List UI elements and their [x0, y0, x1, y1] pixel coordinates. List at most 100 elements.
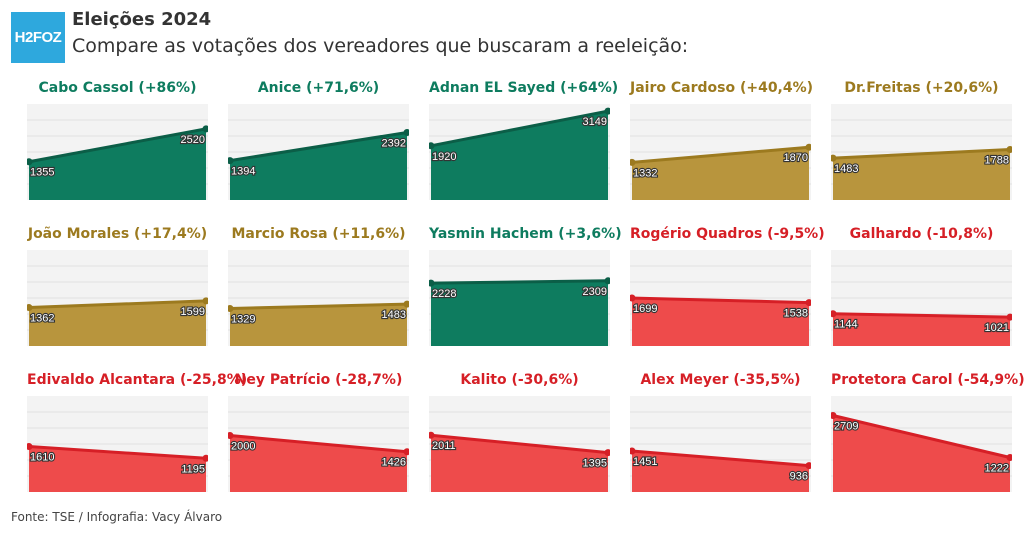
chart-panel-yasmin-hachem: Yasmin Hachem (+3,6%) 2228 2309 [429, 226, 622, 354]
chart-title: Cabo Cassol (+86%) [38, 80, 197, 96]
chart-title: Anice (+71,6%) [257, 80, 380, 96]
area-fill [230, 132, 407, 200]
data-point [27, 443, 33, 451]
series-line [832, 312, 1011, 319]
chart-plot: 1332 1870 [630, 104, 811, 200]
chart-plot: 2709 1222 [831, 396, 1012, 492]
data-label: 3149 [583, 116, 607, 128]
area-fill [230, 304, 407, 346]
area-fill [632, 451, 809, 492]
data-point [831, 310, 837, 318]
data-point [630, 447, 636, 455]
chart-title: Edivaldo Alcantara (-25,8%) [27, 372, 248, 388]
source-note: Fonte: TSE / Infografia: Vacy Álvaro [11, 510, 223, 524]
data-label: 2228 [432, 288, 456, 300]
data-label: 936 [790, 471, 808, 483]
chart-panel-marcio-rosa: Marcio Rosa (+11,6%) 1329 1483 [228, 226, 409, 354]
chart-panel-alex-meyer: Alex Meyer (-35,5%) 1451 936 [630, 372, 811, 500]
data-label: 1451 [633, 456, 657, 468]
data-label: 1362 [30, 313, 54, 325]
data-point [228, 432, 234, 440]
series-line [229, 302, 408, 310]
area-fill [632, 147, 809, 200]
data-point [429, 279, 435, 287]
area-fill [632, 298, 809, 346]
chart-panel-jairo-cardoso: Jairo Cardoso (+40,4%) 1332 1870 [630, 80, 814, 208]
area-fill [833, 149, 1010, 200]
data-point [228, 157, 234, 165]
chart-plot: 1451 936 [630, 396, 811, 492]
chart-title: Jairo Cardoso (+40,4%) [630, 80, 814, 96]
series-line [832, 414, 1011, 459]
data-label: 2709 [834, 421, 858, 433]
data-label: 1538 [784, 308, 808, 320]
data-label: 1788 [985, 155, 1009, 167]
chart-plot: 1144 1021 [831, 250, 1012, 346]
data-point [27, 158, 33, 166]
chart-title: Galhardo (-10,8%) [849, 226, 994, 242]
chart-panel-anice: Anice (+71,6%) 1394 2392 [228, 80, 409, 208]
data-label: 1394 [231, 166, 255, 178]
series-line [28, 445, 207, 460]
series-line [430, 433, 609, 455]
data-point [1006, 453, 1012, 461]
data-point [27, 304, 33, 312]
chart-title: Protetora Carol (-54,9%) [831, 372, 1024, 388]
series-line [631, 449, 810, 468]
chart-title: Rogério Quadros (-9,5%) [630, 226, 825, 242]
chart-plot: 2000 1426 [228, 396, 409, 492]
data-label: 1222 [985, 462, 1009, 474]
data-point [403, 300, 409, 308]
area-fill [833, 415, 1010, 492]
series-line [832, 148, 1011, 160]
series-line [430, 109, 609, 148]
chart-panel-dr-freitas: Dr.Freitas (+20,6%) 1483 1788 [831, 80, 1012, 208]
chart-plot: 2011 1395 [429, 396, 610, 492]
chart-panel-protetora-carol: Protetora Carol (-54,9%) 2709 1222 [831, 372, 1024, 500]
data-label: 1144 [834, 319, 858, 331]
chart-plot: 1483 1788 [831, 104, 1012, 200]
data-point [1006, 146, 1012, 154]
chart-panel-adnan-el-sayed: Adnan EL Sayed (+64%) 1920 3149 [429, 80, 619, 208]
series-line [28, 299, 207, 310]
chart-panel-galhardo: Galhardo (-10,8%) 1144 1021 [831, 226, 1012, 354]
chart-plot: 1610 1195 [27, 396, 208, 492]
series-line [229, 130, 408, 163]
data-label: 1329 [231, 313, 255, 325]
area-fill [431, 111, 608, 200]
chart-plot: 1699 1538 [630, 250, 811, 346]
data-point [604, 107, 610, 115]
data-point [403, 128, 409, 136]
series-line [631, 145, 810, 164]
area-fill [29, 300, 206, 346]
chart-panel-ney-patricio: Ney Patrício (-28,7%) 2000 1426 [228, 372, 409, 500]
data-point [805, 299, 811, 307]
data-point [831, 412, 837, 420]
data-label: 1426 [382, 457, 406, 469]
data-point [202, 125, 208, 133]
area-fill [29, 128, 206, 200]
data-label: 2392 [382, 137, 406, 149]
chart-title: Ney Patrício (-28,7%) [234, 372, 403, 388]
chart-title: Kalito (-30,6%) [460, 372, 579, 388]
chart-panel-edivaldo-alcantara: Edivaldo Alcantara (-25,8%) 1610 1195 [27, 372, 248, 500]
chart-title: Marcio Rosa (+11,6%) [231, 226, 406, 242]
series-line [28, 127, 207, 164]
data-label: 1021 [985, 322, 1009, 334]
data-label: 2520 [181, 134, 205, 146]
data-point [429, 142, 435, 150]
chart-plot: 1394 2392 [228, 104, 409, 200]
data-label: 1483 [834, 163, 858, 175]
data-label: 1610 [30, 452, 54, 464]
data-label: 1483 [382, 309, 406, 321]
area-fill [230, 435, 407, 492]
chart-title: Adnan EL Sayed (+64%) [429, 80, 619, 96]
data-point [604, 449, 610, 457]
data-point [805, 143, 811, 151]
data-label: 1395 [583, 458, 607, 470]
chart-plot: 1355 2520 [27, 104, 208, 200]
data-label: 1699 [633, 303, 657, 315]
data-point [604, 277, 610, 285]
chart-plot: 1329 1483 [228, 250, 409, 346]
chart-title: João Morales (+17,4%) [27, 226, 208, 242]
